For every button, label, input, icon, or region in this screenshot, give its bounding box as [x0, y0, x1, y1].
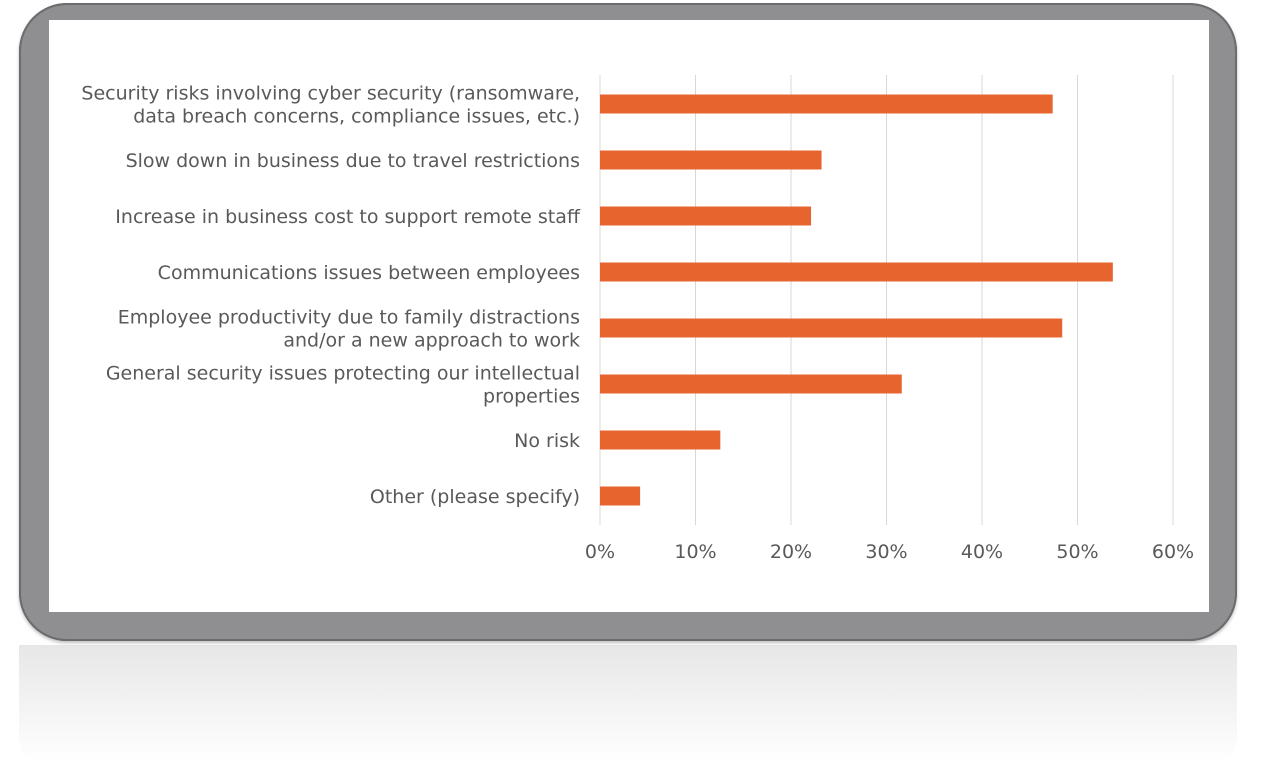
category-label-line: Slow down in business due to travel rest… — [126, 150, 580, 172]
bar — [600, 94, 1053, 114]
grid-layer — [599, 75, 1174, 525]
bar — [600, 374, 902, 394]
category-label: Security risks involving cyber security … — [81, 83, 580, 128]
x-tick-label: 20% — [770, 541, 812, 563]
category-label-line: data breach concerns, compliance issues,… — [133, 106, 580, 128]
x-tick-label: 40% — [961, 541, 1003, 563]
category-label: Communications issues between employees — [158, 262, 580, 284]
frame-reflection — [19, 645, 1237, 782]
category-label: Slow down in business due to travel rest… — [126, 150, 580, 172]
category-label: General security issues protecting our i… — [106, 363, 580, 408]
bar — [600, 262, 1113, 282]
bar — [600, 150, 822, 170]
bar — [600, 318, 1063, 338]
x-tick-label: 50% — [1056, 541, 1098, 563]
category-label: No risk — [514, 430, 580, 452]
bar — [600, 430, 721, 450]
bar-layer — [600, 94, 1113, 506]
x-tick-label: 60% — [1152, 541, 1194, 563]
category-label-line: Security risks involving cyber security … — [81, 83, 580, 105]
x-tick-label: 10% — [674, 541, 716, 563]
category-label-line: No risk — [514, 430, 580, 452]
category-label-line: Increase in business cost to support rem… — [115, 206, 581, 228]
category-label-line: General security issues protecting our i… — [106, 363, 580, 385]
category-label: Other (please specify) — [370, 486, 580, 508]
bar — [600, 206, 812, 226]
bar-chart: Security risks involving cyber security … — [81, 75, 1194, 563]
bar — [600, 486, 641, 506]
x-tick-label: 30% — [865, 541, 907, 563]
category-label: Increase in business cost to support rem… — [115, 206, 581, 228]
category-label-line: Communications issues between employees — [158, 262, 580, 284]
x-tick-label: 0% — [585, 541, 615, 563]
category-label-line: Employee productivity due to family dist… — [118, 307, 580, 329]
category-label-line: Other (please specify) — [370, 486, 580, 508]
chart-panel: Security risks involving cyber security … — [49, 20, 1209, 612]
category-label: Employee productivity due to family dist… — [118, 307, 580, 352]
category-label-layer: Security risks involving cyber security … — [81, 83, 580, 509]
category-label-line: and/or a new approach to work — [283, 330, 580, 352]
category-label-line: properties — [483, 386, 580, 408]
x-tick-layer: 0% 10% 20% 30% 40% 50% 60% — [585, 541, 1194, 563]
